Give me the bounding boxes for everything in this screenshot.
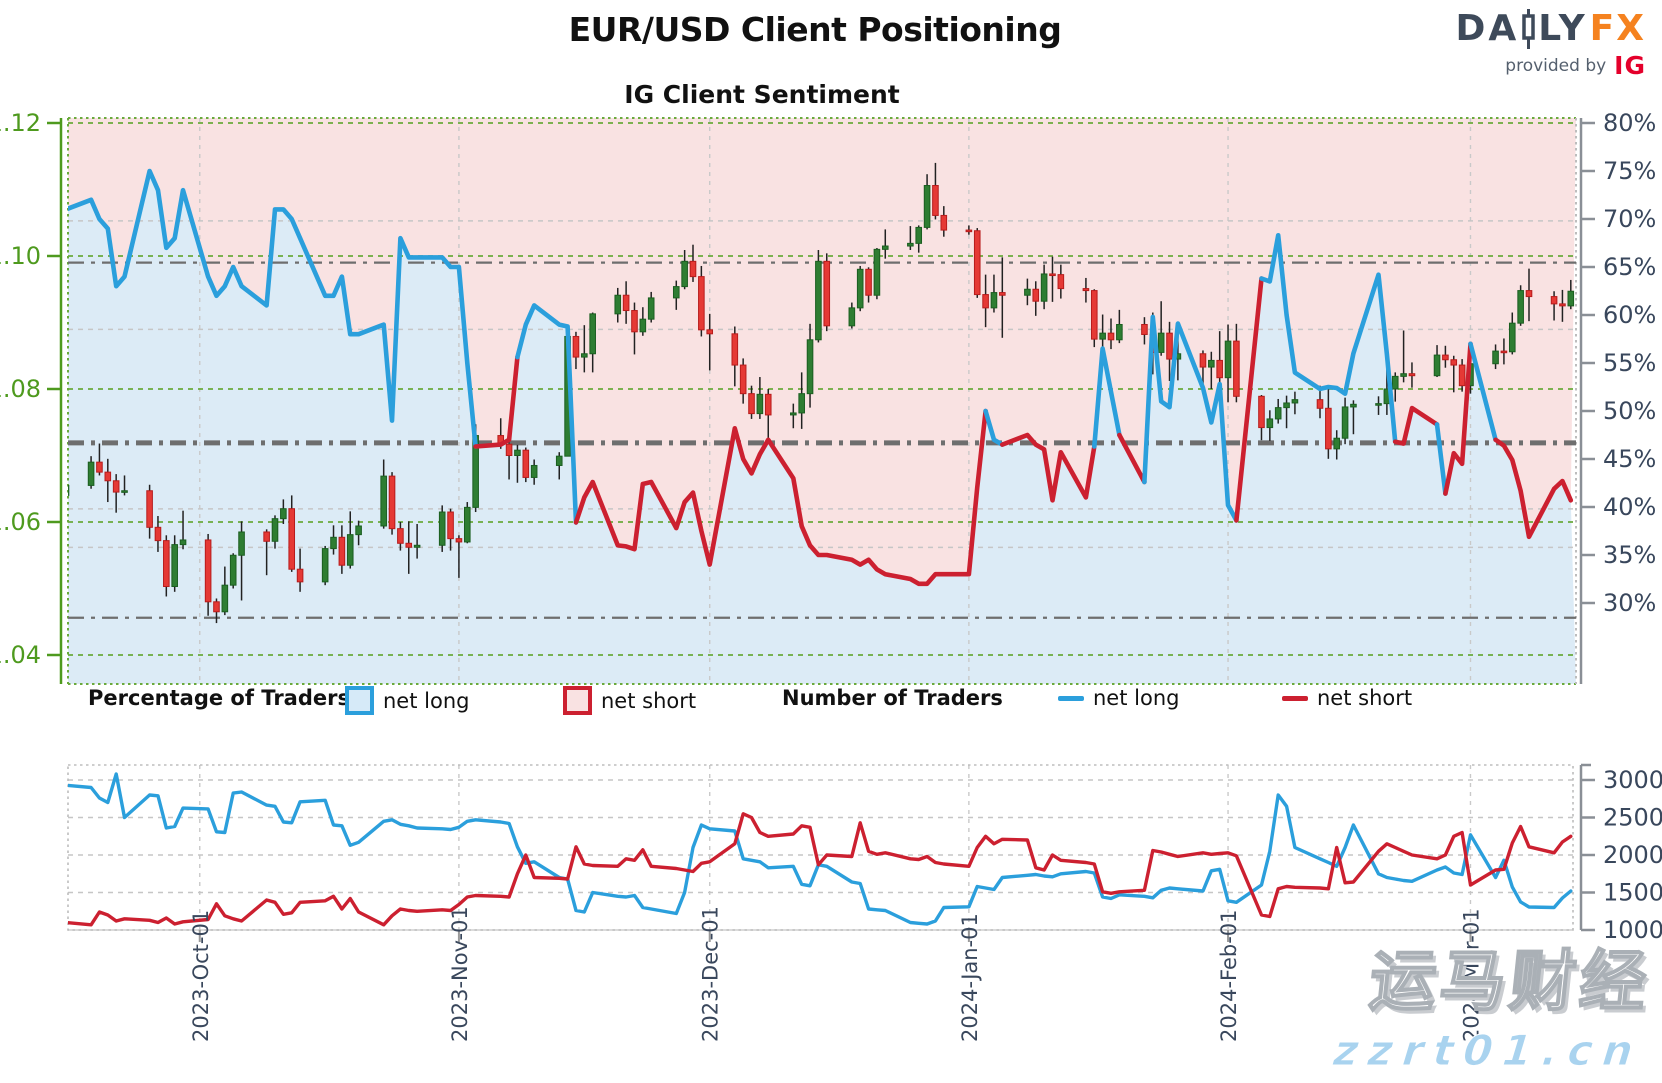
- svg-text:65%: 65%: [1603, 253, 1656, 281]
- net-long-line-icon: [1058, 695, 1084, 701]
- svg-text:1.10: 1.10: [0, 242, 41, 270]
- net-short-swatch-icon: [563, 686, 592, 715]
- svg-text:2000: 2000: [1603, 841, 1662, 869]
- svg-text:45%: 45%: [1603, 445, 1656, 473]
- svg-text:1.04: 1.04: [0, 641, 41, 669]
- logo-text-fx: FX: [1589, 8, 1646, 49]
- legend-num-net-long: net long: [1058, 686, 1179, 710]
- watermark: 运马财经 zzrt01.cn: [1331, 928, 1655, 1076]
- logo-candle-icon: [1522, 8, 1535, 49]
- gridlines: [68, 118, 1576, 931]
- sentiment-segment-blue: [1142, 314, 1239, 523]
- sentiment-segment-red: [573, 408, 988, 587]
- svg-text:50%: 50%: [1603, 397, 1656, 425]
- logo-provided-by: provided by: [1505, 55, 1607, 76]
- svg-text:35%: 35%: [1603, 541, 1656, 569]
- sentiment-segment-blue: [68, 168, 478, 449]
- legend-num-title: Number of Traders: [782, 686, 1003, 710]
- sentiment-segment-red: [473, 354, 520, 449]
- watermark-url-text: zzrt01.cn: [1331, 1026, 1646, 1076]
- sentiment-segment-red: [999, 432, 1097, 503]
- watermark-cn-text: 运马财经: [1365, 942, 1655, 1021]
- date-axis: 2023-Oct-01 2023-Nov-01 2023-Dec-01 2024-Ja…: [189, 906, 1484, 1042]
- sentiment-segment-red: [1117, 432, 1147, 485]
- svg-text:70%: 70%: [1603, 205, 1656, 233]
- svg-text:60%: 60%: [1603, 301, 1656, 329]
- price-reference-lines: [68, 261, 1576, 619]
- svg-text:2024-Mar-01: 2024-Mar-01: [1459, 908, 1483, 1042]
- svg-text:1.08: 1.08: [0, 375, 41, 403]
- traders-net-long-line: [68, 772, 1573, 926]
- svg-text:2023-Nov-01: 2023-Nov-01: [448, 906, 472, 1042]
- sentiment-fill-areas: [68, 118, 1576, 684]
- logo-text-ly: LY: [1538, 8, 1588, 49]
- svg-text:2023-Dec-01: 2023-Dec-01: [699, 906, 723, 1042]
- sentiment-line: [68, 168, 1574, 587]
- svg-text:1000: 1000: [1603, 916, 1662, 944]
- number-of-traders-series: [68, 772, 1573, 927]
- svg-text:2024-Jan-01: 2024-Jan-01: [958, 913, 982, 1042]
- net-long-swatch-icon: [345, 686, 374, 715]
- net-short-line-icon: [1282, 695, 1308, 701]
- price-axis: 1.12 1.10 1.08 1.06 1.04: [0, 109, 63, 684]
- svg-text:30%: 30%: [1603, 589, 1656, 617]
- svg-text:1500: 1500: [1603, 879, 1662, 907]
- svg-text:1.12: 1.12: [0, 109, 41, 137]
- sentiment-segment-red: [1234, 276, 1264, 523]
- legend-pct-net-long: net long: [345, 686, 469, 715]
- svg-text:2023-Oct-01: 2023-Oct-01: [189, 910, 213, 1042]
- sentiment-segment-blue: [515, 303, 579, 525]
- svg-text:2024-Feb-01: 2024-Feb-01: [1217, 909, 1241, 1042]
- legend-pct-net-short: net short: [563, 686, 696, 715]
- sentiment-segment-blue: [1434, 422, 1448, 496]
- num-axis: 3000 2500 2000 1500 1000: [1579, 763, 1662, 944]
- svg-text:1.06: 1.06: [0, 508, 41, 536]
- svg-text:75%: 75%: [1603, 157, 1656, 185]
- fill-below-sentiment: [68, 171, 1576, 684]
- svg-text:2500: 2500: [1603, 804, 1662, 832]
- sentiment-segment-red: [1443, 341, 1473, 496]
- sentiment-segment-red: [1493, 437, 1574, 540]
- pct-axis: 80% 75% 70% 65% 60% 55% 50% 45% 40% 35% 30%: [1579, 109, 1656, 684]
- fill-above-sentiment: [68, 118, 1576, 584]
- dailyfx-logo: DA LY FX provided by IG: [1455, 8, 1646, 80]
- logo-text-da: DA: [1455, 8, 1520, 49]
- ig-logo: IG: [1614, 51, 1646, 80]
- legend-num-net-short: net short: [1282, 686, 1412, 710]
- sentiment-segment-red: [1392, 405, 1440, 446]
- svg-text:80%: 80%: [1603, 109, 1656, 137]
- plot-borders: [67, 117, 1577, 931]
- sentiment-segment-blue: [1259, 233, 1398, 445]
- page-title: EUR/USD Client Positioning: [568, 10, 1062, 49]
- legend-pct-title: Percentage of Traders: [88, 686, 350, 710]
- traders-net-short-line: [68, 812, 1573, 927]
- sentiment-segment-blue: [1468, 341, 1498, 443]
- sentiment-segment-blue: [983, 408, 1005, 447]
- chart-legend: Percentage of Traders net long net short…: [0, 686, 1662, 718]
- svg-text:40%: 40%: [1603, 493, 1656, 521]
- svg-text:3000: 3000: [1603, 766, 1662, 794]
- chart-subtitle: IG Client Sentiment: [624, 80, 900, 109]
- sentiment-segment-blue: [1092, 346, 1122, 449]
- svg-text:55%: 55%: [1603, 349, 1656, 377]
